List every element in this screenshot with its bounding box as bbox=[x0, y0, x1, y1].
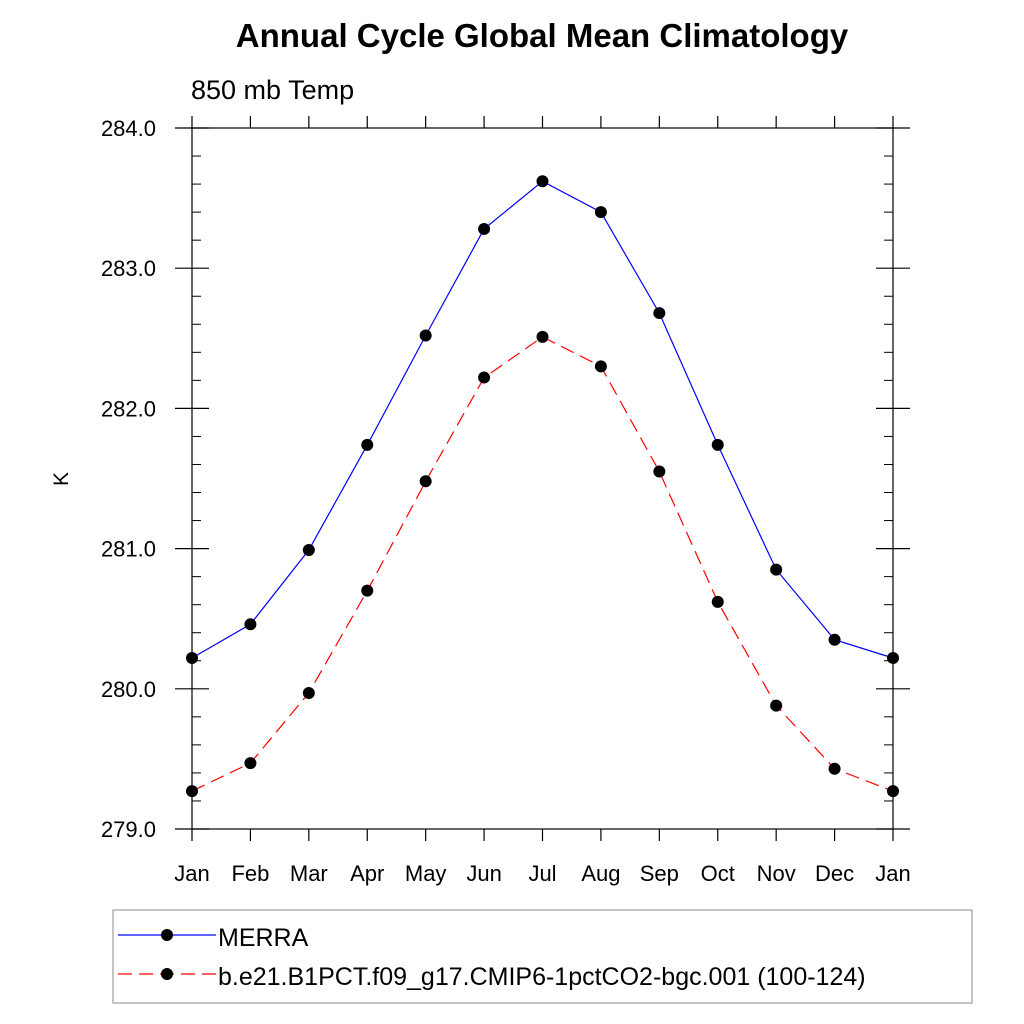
data-point-series-1 bbox=[711, 595, 724, 608]
data-point-series-0 bbox=[711, 438, 724, 451]
x-tick-label: Nov bbox=[757, 861, 796, 886]
x-tick-label: Jul bbox=[528, 861, 556, 886]
y-axis-label: K bbox=[50, 472, 73, 486]
x-tick-label: Sep bbox=[640, 861, 679, 886]
data-point-series-0 bbox=[186, 651, 198, 664]
data-point-series-0 bbox=[653, 307, 666, 320]
x-tick-label: Oct bbox=[701, 861, 735, 886]
legend-box bbox=[112, 909, 973, 1004]
plot-area: 279.0 280.0 281.0 282.0 283.0 284.0 Jan Feb Mar A… bbox=[101, 116, 911, 886]
x-tick-label: Jan bbox=[174, 861, 209, 886]
data-point-series-0 bbox=[594, 206, 607, 219]
data-point-series-0 bbox=[536, 175, 549, 188]
data-point-series-1 bbox=[653, 465, 666, 478]
series-line-0 bbox=[191, 180, 894, 659]
data-point-series-1 bbox=[770, 699, 783, 712]
y-tick-label: 284.0 bbox=[101, 116, 156, 141]
chart-title: Annual Cycle Global Mean Climatology bbox=[236, 17, 849, 54]
legend: MERRA b.e21.B1PCT.f09_g17.CMIP6-1pctCO2-… bbox=[118, 924, 866, 991]
data-point-series-1 bbox=[478, 371, 491, 384]
data-point-series-1 bbox=[302, 687, 315, 700]
legend-label-merra: MERRA bbox=[218, 924, 309, 952]
x-tick-label: Apr bbox=[350, 861, 384, 886]
y-tick-label: 281.0 bbox=[101, 537, 156, 562]
data-point-series-0 bbox=[770, 563, 783, 576]
legend-label-model: b.e21.B1PCT.f09_g17.CMIP6-1pctCO2-bgc.00… bbox=[218, 963, 866, 991]
data-point-series-0 bbox=[244, 618, 257, 631]
legend-marker-1 bbox=[161, 968, 173, 980]
data-point-series-0 bbox=[361, 438, 374, 451]
x-tick-label: May bbox=[405, 861, 447, 886]
data-point-series-1 bbox=[594, 360, 607, 373]
x-tick-label: Mar bbox=[290, 861, 328, 886]
x-tick-label: Dec bbox=[815, 861, 854, 886]
data-point-series-0 bbox=[419, 329, 432, 342]
legend-marker-0 bbox=[161, 929, 173, 941]
y-tick-label: 279.0 bbox=[101, 817, 156, 842]
x-tick-label: Jan bbox=[875, 861, 910, 886]
data-point-series-1 bbox=[244, 757, 257, 770]
x-tick-label: Feb bbox=[231, 861, 269, 886]
y-tick-label: 280.0 bbox=[101, 677, 156, 702]
data-point-series-1 bbox=[419, 475, 432, 488]
x-tick-label: Aug bbox=[581, 861, 620, 886]
data-point-series-0 bbox=[887, 651, 899, 664]
data-point-series-1 bbox=[361, 584, 374, 597]
data-point-series-0 bbox=[828, 633, 841, 646]
chart-subtitle: 850 mb Temp bbox=[191, 75, 354, 105]
data-point-series-1 bbox=[828, 762, 841, 775]
x-tick-label: Jun bbox=[466, 861, 501, 886]
data-point-series-1 bbox=[887, 785, 899, 798]
data-point-series-1 bbox=[536, 330, 549, 343]
y-tick-label: 282.0 bbox=[101, 396, 156, 421]
plot-frame bbox=[191, 127, 894, 830]
data-point-series-1 bbox=[186, 785, 198, 798]
data-point-series-0 bbox=[302, 544, 315, 557]
y-tick-label: 283.0 bbox=[101, 256, 156, 281]
data-point-series-0 bbox=[478, 222, 491, 235]
